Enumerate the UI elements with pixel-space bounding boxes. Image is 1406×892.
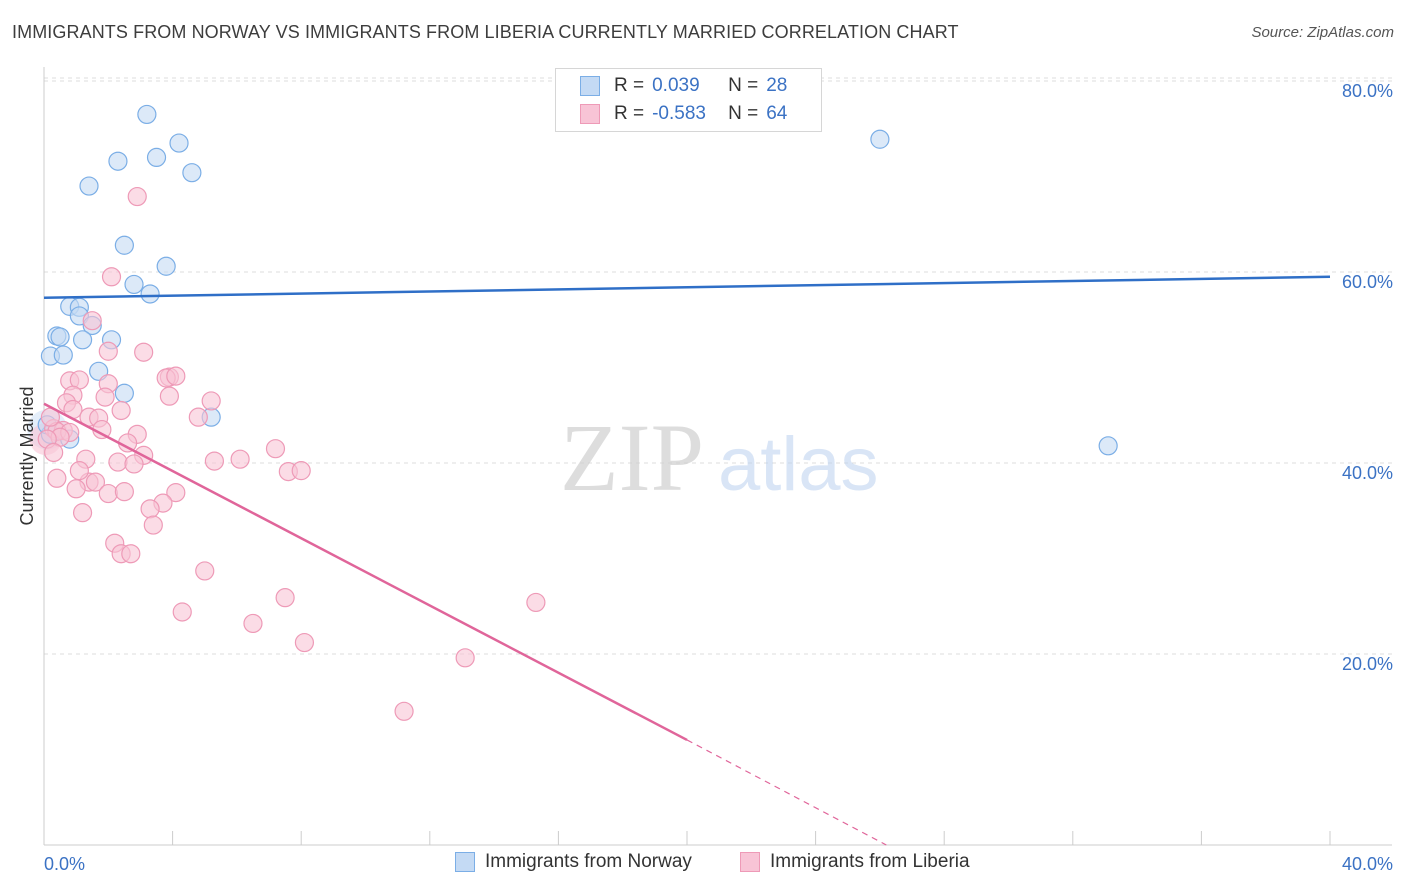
trend-lines: [43, 275, 1331, 846]
chart-title: IMMIGRANTS FROM NORWAY VS IMMIGRANTS FRO…: [12, 22, 959, 42]
y-tick-label: 40.0%: [1342, 463, 1393, 483]
point-norway: [124, 274, 144, 295]
point-norway: [108, 151, 128, 171]
point-liberia: [124, 454, 144, 474]
point-liberia: [243, 613, 263, 634]
watermark-zip: ZIP: [560, 404, 704, 511]
point-norway: [53, 345, 73, 365]
point-liberia: [44, 442, 64, 463]
legend-swatch-norway: [580, 76, 600, 96]
point-liberia: [294, 632, 315, 653]
point-liberia: [204, 451, 224, 471]
legend-n-value: 28: [766, 75, 788, 96]
point-liberia: [166, 366, 186, 386]
point-liberia: [159, 386, 179, 406]
point-liberia: [98, 483, 118, 504]
x-tick-label: 0.0%: [44, 854, 85, 874]
bottom-legend-label-liberia: Immigrants from Liberia: [770, 851, 970, 872]
point-liberia: [72, 503, 93, 523]
point-liberia: [47, 468, 67, 488]
point-liberia: [82, 311, 102, 331]
watermark-atlas: atlas: [718, 422, 879, 507]
point-liberia: [172, 602, 192, 622]
bottom-legend-label-norway: Immigrants from Norway: [485, 851, 692, 872]
point-liberia: [134, 342, 154, 362]
point-norway: [72, 330, 93, 350]
point-liberia: [98, 341, 118, 361]
point-liberia: [201, 391, 221, 411]
legend-n-label: N =: [728, 103, 759, 124]
point-norway: [169, 133, 189, 153]
point-norway: [137, 104, 157, 125]
legend-row-liberia: R = -0.583 N = 64: [580, 102, 787, 126]
point-liberia: [85, 472, 106, 492]
point-liberia: [121, 544, 141, 564]
point-norway: [50, 327, 70, 347]
gridlines: [44, 77, 1392, 655]
bottom-legend-liberia: Immigrants from Liberia: [740, 851, 970, 873]
point-liberia: [114, 482, 134, 502]
point-norway: [156, 256, 176, 276]
point-liberia: [66, 479, 86, 499]
legend-r-label: R =: [614, 103, 645, 124]
trend-line-norway: [43, 275, 1331, 300]
point-liberia: [140, 499, 160, 519]
data-points: [27, 104, 1118, 721]
point-norway: [182, 163, 202, 183]
legend-r-value: -0.583: [652, 103, 706, 124]
trend-line-liberia: [43, 402, 688, 742]
point-liberia: [143, 515, 163, 535]
axes: [43, 67, 1392, 846]
point-liberia: [394, 701, 414, 721]
bottom-legend-swatch-liberia: [740, 852, 760, 872]
x-tick-label: 40.0%: [1342, 854, 1393, 874]
trend-line-liberia-extrapolated: [686, 739, 887, 846]
y-tick-label: 80.0%: [1342, 81, 1393, 101]
point-liberia: [101, 267, 122, 287]
legend: R = 0.039 N = 28 R = -0.583 N = 64: [555, 68, 822, 132]
point-liberia: [291, 461, 311, 481]
legend-r-value: 0.039: [652, 75, 700, 96]
bottom-legend-norway: Immigrants from Norway: [455, 851, 692, 873]
y-tick-label: 60.0%: [1342, 272, 1393, 292]
point-liberia: [275, 588, 295, 608]
bottom-legend-swatch-norway: [455, 852, 475, 872]
point-liberia: [230, 449, 250, 469]
point-norway: [140, 284, 160, 304]
point-liberia: [69, 461, 89, 481]
legend-swatch-liberia: [580, 104, 600, 124]
point-liberia: [265, 439, 286, 459]
axis-labels: Currently Married 20.0% 40.0% 60.0% 80.0% 0.…: [17, 81, 1393, 874]
legend-r-label: R =: [614, 75, 645, 96]
point-norway: [146, 147, 167, 167]
legend-row-norway: R = 0.039 N = 28: [580, 74, 787, 98]
point-liberia: [108, 452, 128, 472]
point-liberia: [111, 400, 131, 421]
legend-n-label: N =: [728, 75, 759, 96]
watermark: ZIP atlas: [560, 404, 879, 511]
y-axis-title: Currently Married: [17, 386, 37, 525]
point-norway: [79, 176, 99, 196]
point-liberia: [195, 561, 215, 581]
point-liberia: [166, 483, 186, 503]
chart-source: Source: ZipAtlas.com: [1251, 24, 1394, 41]
point-norway: [870, 129, 890, 149]
point-norway: [114, 235, 134, 255]
point-liberia: [95, 387, 115, 407]
point-liberia: [127, 186, 147, 207]
y-tick-label: 20.0%: [1342, 654, 1393, 674]
point-norway: [114, 383, 134, 403]
point-norway: [1098, 436, 1118, 456]
legend-n-value: 64: [766, 103, 788, 124]
point-liberia: [526, 592, 546, 613]
point-liberia: [188, 407, 208, 427]
point-liberia: [455, 648, 475, 668]
